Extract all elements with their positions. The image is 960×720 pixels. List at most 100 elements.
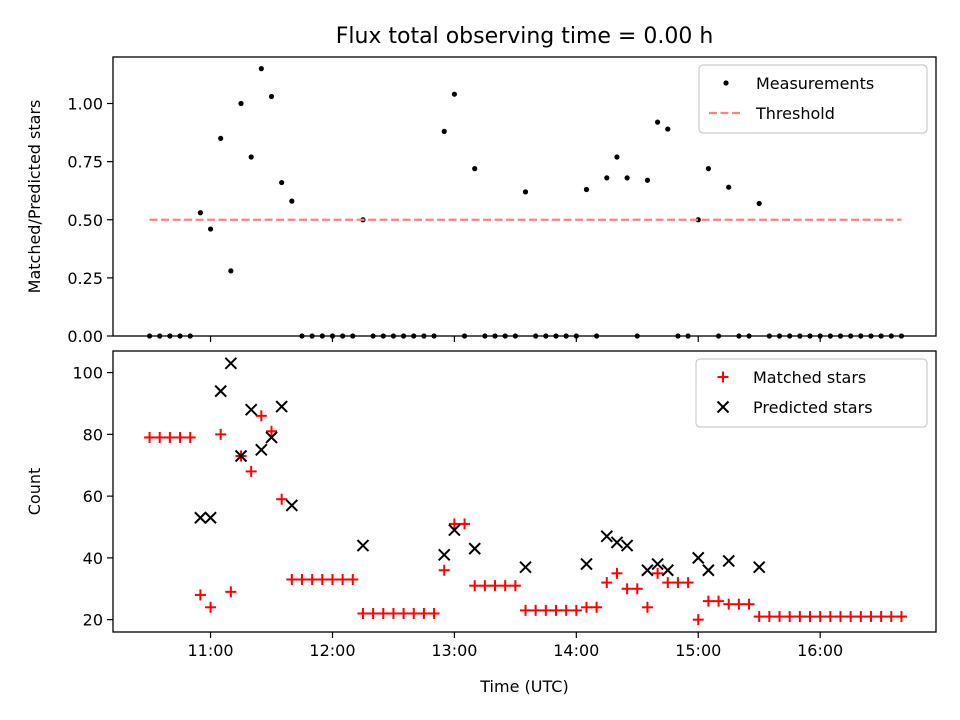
data-point: [238, 100, 244, 107]
data-point: [522, 189, 529, 195]
data-point: [713, 595, 725, 607]
data-point: [540, 604, 552, 616]
data-point: [682, 577, 694, 589]
data-point: [207, 226, 214, 232]
data-point: [387, 607, 399, 619]
data-point: [398, 607, 410, 619]
data-point: [347, 574, 359, 586]
data-point: [296, 574, 308, 586]
data-point: [583, 186, 590, 193]
data-point: [204, 511, 217, 524]
data-point: [784, 611, 796, 623]
data-point: [774, 611, 786, 623]
data-point: [367, 607, 379, 619]
data-point: [225, 586, 237, 598]
data-point: [268, 93, 275, 100]
data-point: [530, 604, 542, 616]
data-point: [489, 580, 501, 592]
data-point: [234, 449, 248, 463]
data-point: [620, 539, 634, 552]
data-point: [665, 126, 671, 132]
data-point: [895, 611, 907, 623]
data-point: [244, 403, 258, 416]
data-point: [255, 443, 268, 457]
data-point: [144, 431, 156, 443]
data-point: [855, 611, 867, 623]
data-point: [356, 539, 370, 552]
data-point: [753, 560, 766, 574]
data-point: [248, 154, 254, 160]
data-point: [337, 574, 349, 586]
data-point: [875, 611, 887, 623]
data-point: [702, 564, 715, 577]
legend: Measurements Threshold: [698, 64, 928, 134]
data-point: [733, 598, 745, 610]
data-point: [641, 601, 653, 613]
data-point: [651, 557, 664, 571]
data-point: [753, 611, 765, 623]
data-point: [520, 604, 532, 616]
data-point: [652, 567, 664, 579]
y-axis: 20 40 60 80 100: [72, 364, 113, 630]
y-tick-label: 100: [72, 364, 103, 383]
data-point: [306, 574, 318, 586]
data-point: [499, 580, 511, 592]
data-point: [245, 465, 257, 477]
data-point: [194, 511, 207, 524]
data-point: [469, 580, 481, 592]
legend: Matched stars Predicted stars: [695, 358, 928, 428]
data-point: [604, 175, 610, 181]
series-matched-stars: [144, 410, 907, 626]
x-tick-label: 13:00: [431, 641, 477, 660]
data-point: [692, 614, 704, 626]
data-point: [441, 128, 447, 134]
data-point: [644, 177, 651, 183]
data-point: [197, 210, 203, 216]
y-tick-label: 0.00: [67, 327, 103, 346]
y-tick-label: 0.25: [67, 269, 103, 288]
legend-label: Threshold: [755, 104, 835, 123]
x-tick-label: 16:00: [797, 641, 843, 660]
data-point: [408, 607, 420, 619]
x-axis-label: Time (UTC): [479, 677, 568, 696]
y-tick-label: 0.75: [67, 153, 103, 172]
data-point: [194, 589, 206, 601]
data-point: [621, 583, 633, 595]
series-predicted-stars: [194, 357, 766, 577]
data-point: [418, 607, 430, 619]
data-point: [255, 410, 267, 422]
x-tick-label: 12:00: [309, 641, 355, 660]
legend-marker: [716, 400, 730, 414]
data-point: [357, 607, 369, 619]
data-point: [865, 611, 877, 623]
data-point: [258, 66, 264, 72]
data-point: [448, 518, 460, 530]
y-tick-label: 0.50: [67, 211, 103, 230]
data-point: [692, 551, 705, 565]
legend-frame: [698, 64, 928, 134]
data-point: [509, 580, 521, 592]
data-point: [804, 611, 816, 623]
data-point: [726, 184, 732, 190]
data-point: [756, 200, 762, 207]
x-axis: [209, 336, 821, 342]
data-point: [591, 601, 603, 613]
data-point: [624, 175, 630, 181]
data-point: [289, 198, 295, 204]
data-point: [722, 554, 735, 568]
data-point: [614, 154, 620, 160]
data-point: [184, 431, 196, 443]
y-tick-label: 20: [83, 611, 103, 630]
data-point: [600, 530, 614, 543]
data-point: [885, 611, 897, 623]
data-point: [468, 542, 481, 555]
legend-marker: [723, 80, 729, 86]
data-point: [610, 536, 624, 549]
data-point: [451, 91, 457, 97]
y-tick-label: 40: [83, 549, 103, 568]
x-tick-label: 11:00: [187, 641, 233, 660]
data-point: [695, 217, 701, 223]
data-point: [438, 548, 451, 562]
data-point: [743, 598, 755, 610]
